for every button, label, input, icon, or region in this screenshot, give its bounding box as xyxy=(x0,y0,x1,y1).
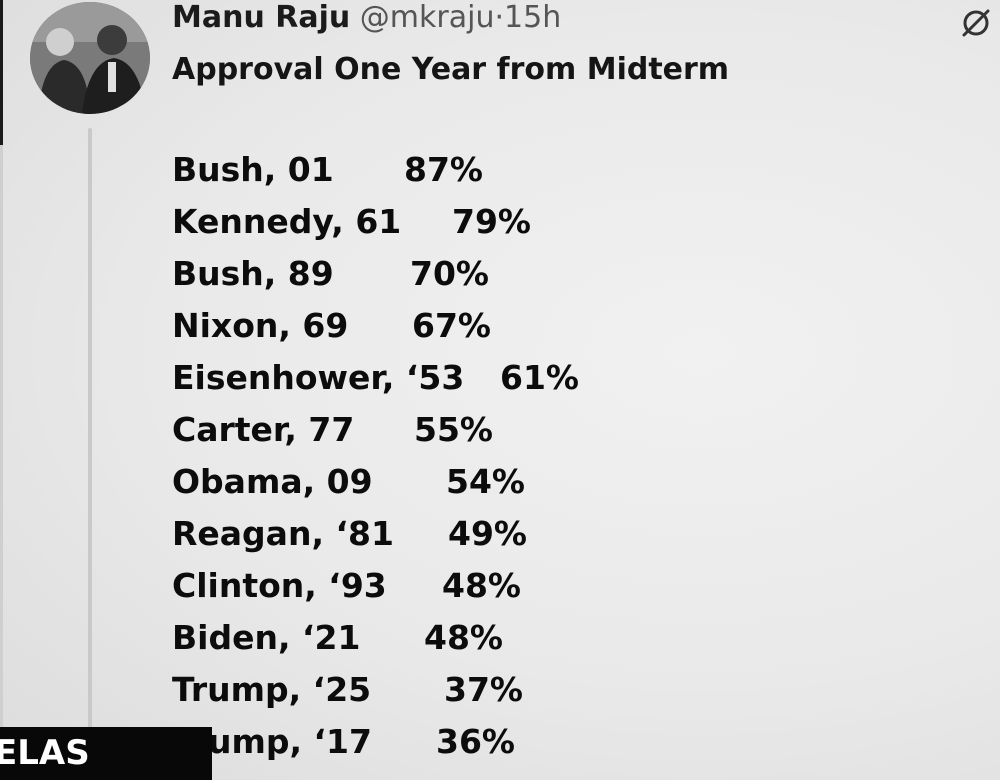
row-label: Kennedy, 61 xyxy=(172,202,402,241)
avatar[interactable] xyxy=(30,2,150,114)
row-label: Biden, ‘21 xyxy=(172,618,361,657)
screen-edge-dark xyxy=(0,0,3,145)
row-value: 37% xyxy=(444,670,523,709)
separator-dot: · xyxy=(494,0,505,35)
row-label: Trump, ‘25 xyxy=(172,670,372,709)
row-value: 55% xyxy=(414,410,493,449)
row-label: Bush, 01 xyxy=(172,150,334,189)
row-value: 48% xyxy=(424,618,503,657)
row-value: 70% xyxy=(410,254,489,293)
row-value: 61% xyxy=(500,358,579,397)
post-time[interactable]: 15h xyxy=(504,0,562,35)
ticker-text: ELAS xyxy=(0,733,90,773)
broadcast-ticker: ELAS xyxy=(0,727,212,780)
screen-edge xyxy=(0,0,3,780)
more-icon[interactable] xyxy=(957,4,995,42)
row-value: 48% xyxy=(442,566,521,605)
row-value: 67% xyxy=(412,306,491,345)
post-header: Manu Raju @mkraju·15h xyxy=(172,0,561,35)
row-value: 36% xyxy=(436,722,515,761)
row-label: ump, ‘17 xyxy=(208,722,372,761)
row-label: Reagan, ‘81 xyxy=(172,514,394,553)
row-value: 87% xyxy=(404,150,483,189)
thread-line xyxy=(88,128,92,728)
row-label: Obama, 09 xyxy=(172,462,373,501)
author-handle[interactable]: @mkraju xyxy=(359,0,495,35)
row-value: 79% xyxy=(452,202,531,241)
row-label: Bush, 89 xyxy=(172,254,334,293)
row-label: Eisenhower, ‘53 xyxy=(172,358,465,397)
author-name[interactable]: Manu Raju xyxy=(172,0,351,35)
row-label: Carter, 77 xyxy=(172,410,355,449)
row-value: 49% xyxy=(448,514,527,553)
row-label: Clinton, ‘93 xyxy=(172,566,387,605)
row-label: Nixon, 69 xyxy=(172,306,349,345)
row-value: 54% xyxy=(446,462,525,501)
post-title: Approval One Year from Midterm xyxy=(172,52,730,87)
